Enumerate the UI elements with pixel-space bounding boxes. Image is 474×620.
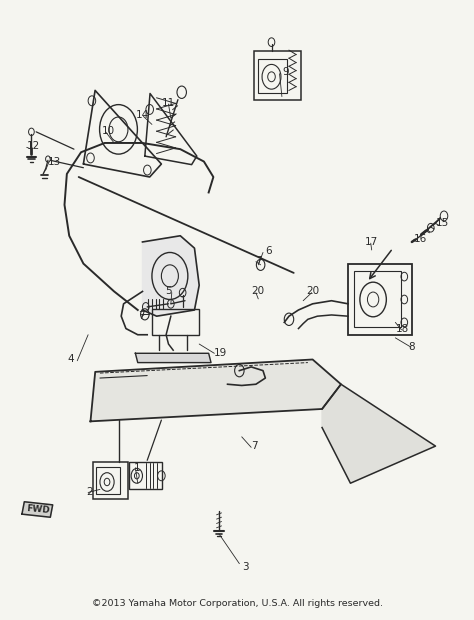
Bar (254, 51, 301, 100)
Text: 13: 13 (48, 156, 61, 167)
Text: 5: 5 (165, 286, 172, 296)
Polygon shape (143, 236, 199, 316)
Text: FWD: FWD (26, 503, 50, 515)
Polygon shape (322, 384, 436, 483)
Polygon shape (136, 353, 211, 363)
Text: 12: 12 (27, 141, 40, 151)
Text: 20: 20 (252, 286, 265, 296)
Bar (258, 59, 287, 94)
Text: 17: 17 (365, 237, 378, 247)
Text: 8: 8 (409, 342, 415, 352)
Bar (354, 271, 401, 327)
Text: 7: 7 (138, 311, 145, 321)
Polygon shape (91, 360, 341, 422)
Text: 7: 7 (251, 441, 258, 451)
Text: 9: 9 (282, 67, 289, 77)
Text: 16: 16 (414, 234, 428, 244)
Text: 14: 14 (136, 110, 149, 120)
Text: 11: 11 (162, 98, 175, 108)
Bar (348, 264, 412, 335)
Text: 6: 6 (265, 246, 272, 256)
Bar (93, 461, 128, 498)
Bar (96, 467, 120, 494)
Text: 20: 20 (306, 286, 319, 296)
Text: 19: 19 (213, 348, 227, 358)
Text: ©2013 Yamaha Motor Corporation, U.S.A. All rights reserved.: ©2013 Yamaha Motor Corporation, U.S.A. A… (91, 599, 383, 608)
Text: 3: 3 (242, 562, 248, 572)
Text: 4: 4 (67, 355, 74, 365)
Text: 1: 1 (134, 463, 140, 472)
Text: 15: 15 (436, 218, 449, 228)
Text: 7: 7 (255, 255, 262, 265)
Bar (129, 461, 162, 489)
Text: 10: 10 (102, 126, 116, 136)
Text: 18: 18 (396, 324, 409, 334)
Bar (152, 309, 199, 335)
Polygon shape (22, 502, 53, 517)
Text: 2: 2 (86, 487, 93, 497)
